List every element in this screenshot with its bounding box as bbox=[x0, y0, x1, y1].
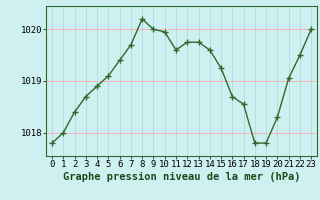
X-axis label: Graphe pression niveau de la mer (hPa): Graphe pression niveau de la mer (hPa) bbox=[63, 172, 300, 182]
